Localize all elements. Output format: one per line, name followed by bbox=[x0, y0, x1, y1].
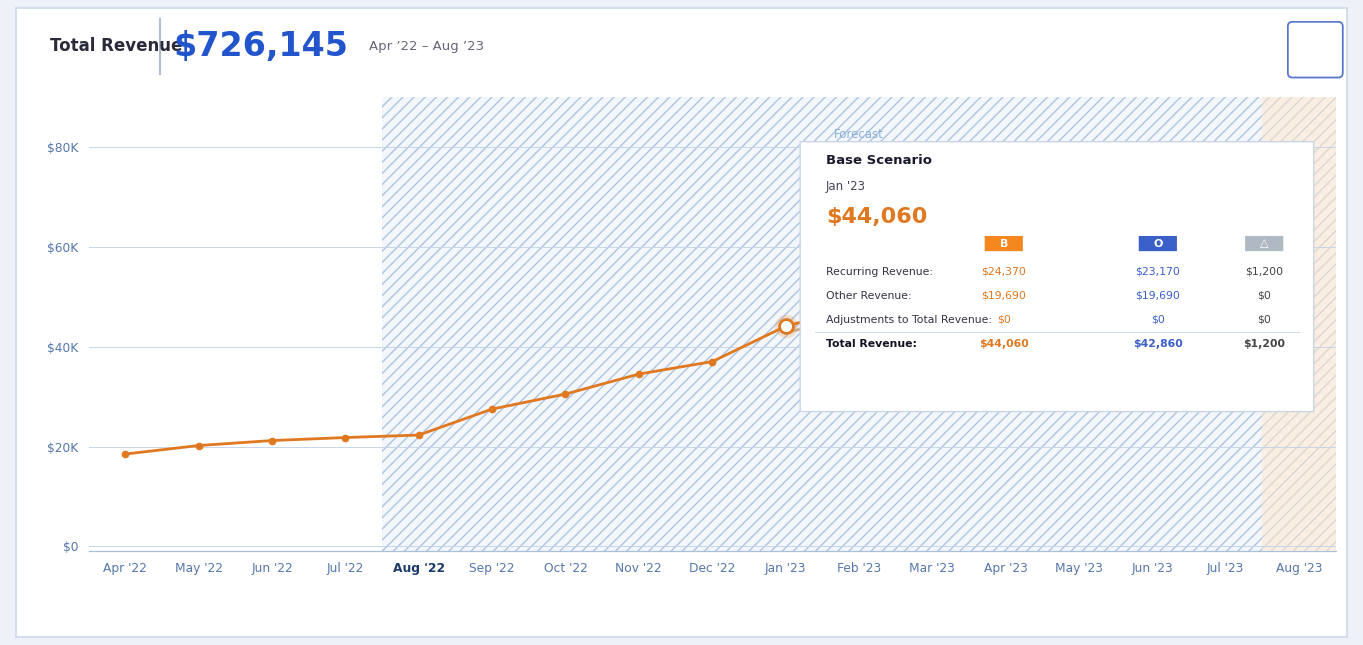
Text: Other Revenue:: Other Revenue: bbox=[826, 291, 912, 301]
Text: $42,860: $42,860 bbox=[1133, 339, 1183, 348]
Text: Jan '23: Jan '23 bbox=[826, 180, 866, 194]
Text: Forecast: Forecast bbox=[834, 128, 883, 141]
Text: $0: $0 bbox=[1257, 291, 1272, 301]
Text: O: O bbox=[1153, 239, 1163, 248]
Text: Apr ’22 – Aug ’23: Apr ’22 – Aug ’23 bbox=[369, 40, 484, 53]
Text: $0: $0 bbox=[1150, 315, 1165, 324]
Bar bbox=[382, 97, 1336, 551]
FancyBboxPatch shape bbox=[1288, 22, 1343, 77]
Text: $1,200: $1,200 bbox=[1246, 266, 1284, 277]
Bar bbox=[1262, 97, 1336, 551]
Text: $44,060: $44,060 bbox=[979, 339, 1029, 348]
FancyBboxPatch shape bbox=[800, 142, 1314, 412]
Text: Total Revenue: Total Revenue bbox=[49, 37, 183, 55]
Text: $19,690: $19,690 bbox=[1135, 291, 1180, 301]
FancyBboxPatch shape bbox=[1138, 236, 1176, 251]
Text: ↓: ↓ bbox=[1307, 39, 1323, 57]
FancyBboxPatch shape bbox=[1208, 274, 1314, 409]
Text: $24,370: $24,370 bbox=[981, 266, 1026, 277]
FancyBboxPatch shape bbox=[947, 274, 1054, 409]
Text: Recurring Revenue:: Recurring Revenue: bbox=[826, 266, 932, 277]
Text: $44,060: $44,060 bbox=[826, 206, 927, 226]
Text: $1,200: $1,200 bbox=[1243, 339, 1285, 348]
Text: △: △ bbox=[1259, 239, 1269, 248]
Text: Total Revenue:: Total Revenue: bbox=[826, 339, 917, 348]
Text: $0: $0 bbox=[996, 315, 1011, 324]
Text: $726,145: $726,145 bbox=[173, 30, 349, 63]
Text: B: B bbox=[999, 239, 1009, 248]
Text: $23,170: $23,170 bbox=[1135, 266, 1180, 277]
FancyBboxPatch shape bbox=[1101, 274, 1208, 409]
Text: $0: $0 bbox=[1257, 315, 1272, 324]
FancyBboxPatch shape bbox=[1246, 236, 1284, 251]
Text: Adjustments to Total Revenue:: Adjustments to Total Revenue: bbox=[826, 315, 992, 324]
Text: $19,690: $19,690 bbox=[981, 291, 1026, 301]
Bar bbox=[382, 97, 1336, 551]
Text: Base Scenario: Base Scenario bbox=[826, 154, 932, 167]
FancyBboxPatch shape bbox=[984, 236, 1022, 251]
